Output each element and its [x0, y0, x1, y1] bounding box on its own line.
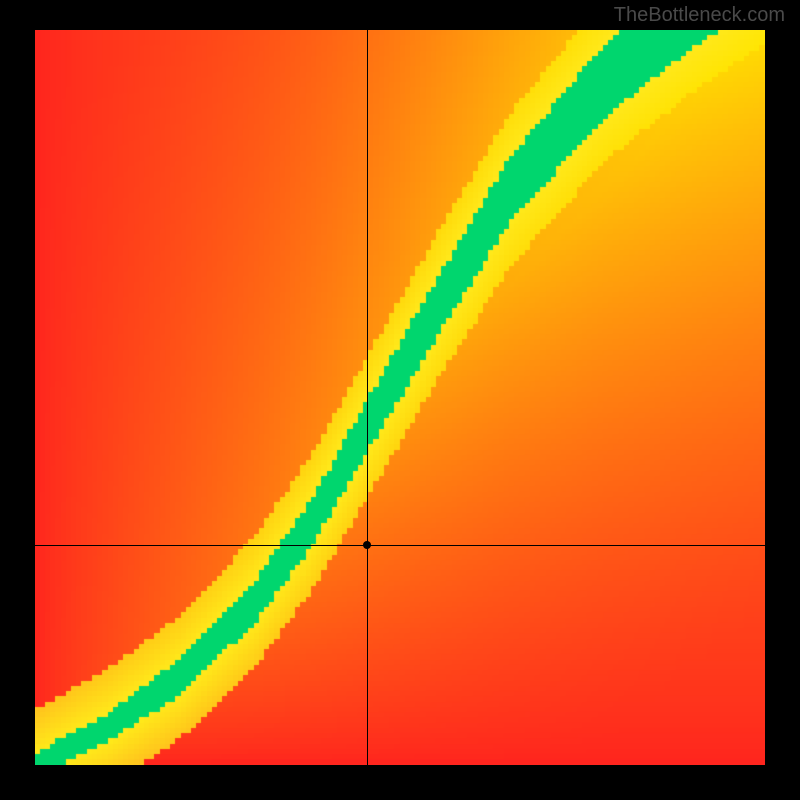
crosshair-vertical: [367, 30, 368, 765]
heatmap-canvas: [35, 30, 765, 765]
watermark-text: TheBottleneck.com: [614, 4, 785, 27]
heatmap-plot: [35, 30, 765, 765]
crosshair-horizontal: [35, 545, 765, 546]
crosshair-marker: [363, 541, 371, 549]
